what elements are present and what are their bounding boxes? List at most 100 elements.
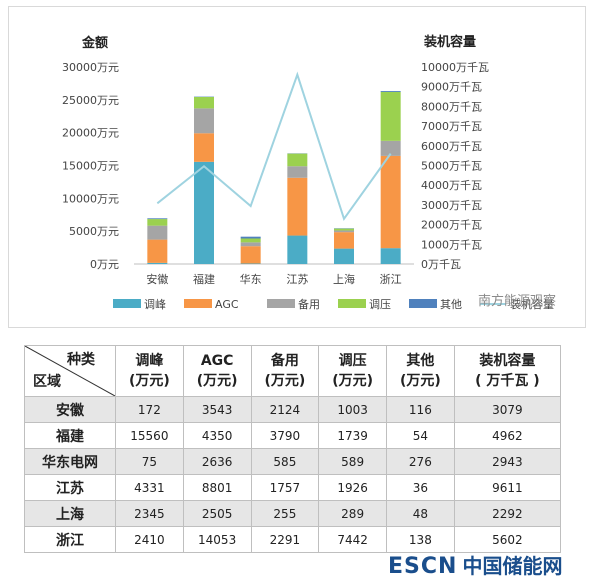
table-cell: 4331 — [115, 474, 184, 501]
x-tick-label: 浙江 — [380, 273, 402, 286]
bar-segment — [240, 236, 261, 239]
y-tick-label-right: 7000万千瓦 — [421, 120, 482, 133]
legend-label: 其他 — [440, 298, 462, 311]
table-row: 江苏 4331 8801 1757 1926 36 9611 — [24, 474, 562, 501]
y-tick-label-left: 25000万元 — [62, 94, 119, 107]
table-cell: 4350 — [182, 422, 252, 449]
bar-segment — [334, 248, 354, 264]
bar-segment — [334, 228, 354, 231]
bar-segment — [380, 91, 401, 141]
table-cell: 5602 — [453, 526, 562, 553]
table-cell: 2291 — [250, 526, 320, 553]
y-tick-label-left: 10000万元 — [62, 192, 119, 205]
y-tick-label-left: 15000万元 — [62, 160, 119, 173]
header-unit: (万元) — [399, 373, 441, 389]
table-cell: 2505 — [182, 500, 252, 527]
x-tick-label: 江苏 — [286, 273, 308, 286]
legend-label: 装机容量 — [510, 297, 554, 311]
table-cell: 8801 — [182, 474, 252, 501]
table-cell: 2345 — [115, 500, 184, 527]
y-tick-label-right: 6000万千瓦 — [421, 140, 482, 153]
table-row: 华东电网 75 2636 585 589 276 2943 — [24, 448, 562, 475]
table-cell: 3543 — [182, 396, 252, 423]
table-cell: 585 — [250, 448, 320, 475]
y-tick-label-right: 1000万千瓦 — [421, 238, 482, 251]
watermark-escn-logo: ESCN — [388, 554, 458, 579]
table-cell: 9611 — [453, 474, 562, 501]
table-cell: 54 — [386, 422, 455, 449]
y-tick-label-right: 8000万千瓦 — [421, 100, 482, 113]
table-row: 福建 15560 4350 3790 1739 54 4962 — [24, 422, 562, 449]
header-unit: (万元) — [196, 373, 238, 389]
header-unit: (万元) — [128, 373, 170, 389]
header-title: 装机容量 — [479, 353, 536, 369]
table-cell: 75 — [115, 448, 184, 475]
bar-segment — [147, 262, 168, 264]
legend-label: 调压 — [369, 298, 391, 311]
corner-diagonal — [25, 346, 115, 396]
legend-swatch — [409, 299, 437, 308]
table-cell: 2636 — [182, 448, 252, 475]
bar-segment — [287, 153, 308, 167]
bar-segment — [194, 161, 214, 264]
table-cell: 2124 — [250, 396, 320, 423]
row-region: 华东电网 — [24, 448, 116, 475]
table-cell: 3790 — [250, 422, 320, 449]
header-unit: ( 万千瓦 ) — [475, 373, 540, 389]
table-cell: 1739 — [318, 422, 387, 449]
bar-segment — [147, 218, 168, 220]
bar-segment — [240, 246, 261, 264]
y-tick-label-right: 0万千瓦 — [421, 258, 461, 271]
chart-frame: 金额 装机容量 0万元 5000万元 10000万元 15000万元 20000万元 2500… — [8, 6, 586, 328]
legend-swatch — [113, 299, 141, 308]
row-region: 上海 — [24, 500, 116, 527]
y-tick-label-right: 10000万千瓦 — [421, 61, 489, 74]
line-series-installed-capacity — [156, 71, 392, 222]
header-title: 调压 — [338, 353, 367, 369]
table-cell: 7442 — [318, 526, 387, 553]
x-tick-label: 上海 — [333, 272, 355, 286]
bar-segment — [287, 235, 308, 264]
bar-segment — [240, 238, 261, 243]
header-title: 调峰 — [135, 353, 164, 369]
table-cell: 15560 — [115, 422, 184, 449]
table-cell: 255 — [250, 500, 320, 527]
table-header-cell: 装机容量 ( 万千瓦 ) — [453, 345, 562, 397]
legend-label: AGC — [215, 298, 239, 311]
x-tick-label: 华东 — [240, 272, 262, 286]
watermark-escn-name: 中国储能网 — [462, 554, 563, 578]
bar-segment — [334, 232, 354, 249]
header-title: 其他 — [406, 353, 435, 369]
watermark-escn: ESCN 中国储能网 — [388, 550, 563, 579]
data-table: 种类 区域 调峰 (万元) AGC (万元) 备用 (万元) 调压 (万元) 其… — [24, 345, 562, 553]
legend-swatch — [267, 299, 295, 308]
bar-segment — [194, 96, 214, 109]
watermark-southern-energy-observer: 南方能源观察 — [478, 294, 557, 309]
table-cell: 2410 — [115, 526, 184, 553]
bar-segment — [147, 219, 168, 226]
y-tick-label-right: 3000万千瓦 — [421, 199, 482, 212]
table-cell: 289 — [318, 500, 387, 527]
corner-bottom-label: 区域 — [33, 374, 61, 390]
legend-label: 调峰 — [144, 298, 166, 311]
corner-top-label: 种类 — [67, 352, 95, 368]
y-tick-label-right: 2000万千瓦 — [421, 219, 482, 232]
bar-segment — [380, 155, 401, 249]
legend-swatch — [184, 299, 212, 308]
table-cell: 1926 — [318, 474, 387, 501]
table-row: 上海 2345 2505 255 289 48 2292 — [24, 500, 562, 527]
table-row: 浙江 2410 14053 2291 7442 138 5602 — [24, 526, 562, 553]
bar-segment — [287, 166, 308, 178]
table-cell: 36 — [386, 474, 455, 501]
bar-segment — [380, 248, 401, 264]
stacked-bar-line-chart: 金额 装机容量0万元5000万元10000万元15000万元20000万元2500… — [62, 34, 554, 311]
right-axis-title: 装机容量 — [423, 34, 476, 50]
bar-segment — [147, 239, 168, 263]
header-unit: (万元) — [332, 373, 374, 389]
table-cell: 589 — [318, 448, 387, 475]
x-tick-label: 安徽 — [146, 272, 168, 286]
bar-segment — [287, 177, 308, 236]
row-region: 安徽 — [24, 396, 116, 423]
y-tick-label-left: 5000万元 — [69, 225, 119, 238]
table-header-cell: 调压 (万元) — [318, 345, 387, 397]
